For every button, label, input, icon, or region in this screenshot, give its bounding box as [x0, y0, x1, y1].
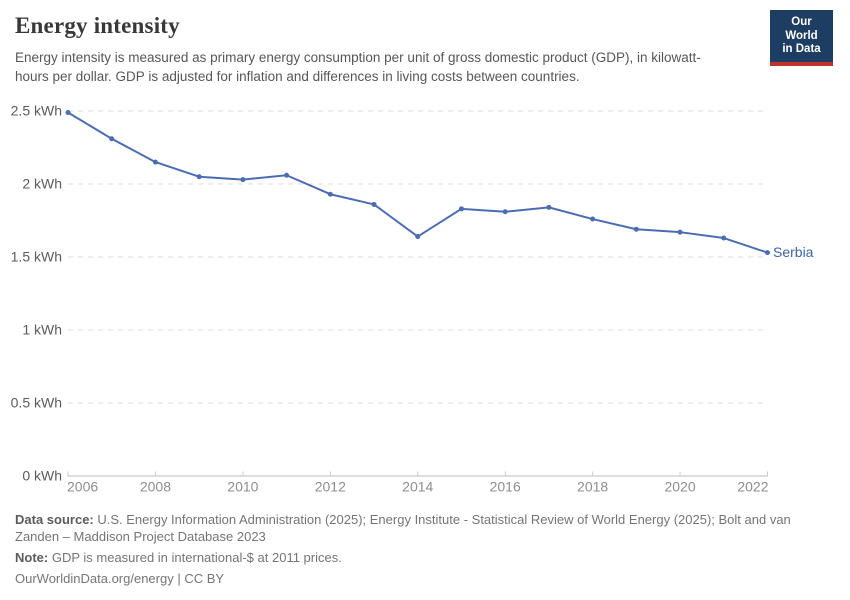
y-axis-tick-label: 0.5 kWh — [11, 395, 62, 411]
data-source-text: U.S. Energy Information Administration (… — [15, 512, 791, 544]
y-axis-tick-label: 0 kWh — [22, 468, 62, 484]
data-point-marker[interactable] — [633, 226, 639, 232]
y-axis-tick-label: 1.5 kWh — [11, 249, 62, 265]
x-axis-tick-label: 2012 — [315, 479, 346, 495]
x-axis-tick-label: 2008 — [140, 479, 171, 495]
series-line — [67, 111, 769, 254]
x-axis-tick-label: 2018 — [577, 479, 608, 495]
note-label: Note: — [15, 550, 49, 565]
data-point-marker[interactable] — [721, 235, 727, 241]
y-axis-tick-label: 1 kWh — [22, 322, 62, 338]
chart-title: Energy intensity — [15, 13, 180, 38]
data-point-marker[interactable] — [152, 159, 158, 165]
data-point-marker[interactable] — [546, 204, 552, 210]
series-end-label: Serbia — [773, 244, 814, 260]
license-line: OurWorldinData.org/energy | CC BY — [15, 571, 225, 586]
x-axis-tick-label: 2022 — [737, 479, 768, 495]
data-source-label: Data source: — [15, 512, 94, 527]
data-point-marker[interactable] — [240, 177, 246, 183]
y-axis-tick-label: 2.5 kWh — [11, 103, 62, 119]
note-line: Note: GDP is measured in international-$… — [15, 549, 821, 566]
data-point-marker[interactable] — [677, 229, 683, 235]
data-source-line: Data source: U.S. Energy Information Adm… — [15, 511, 821, 545]
data-point-marker[interactable] — [765, 250, 770, 256]
data-point-marker[interactable] — [109, 136, 115, 142]
data-point-marker[interactable] — [590, 216, 596, 222]
chart-footer: Data source: U.S. Energy Information Adm… — [15, 511, 821, 591]
x-axis-tick-label: 2020 — [664, 479, 695, 495]
data-point-marker[interactable] — [327, 191, 333, 197]
note-text: GDP is measured in international-$ at 20… — [48, 550, 342, 565]
chart-header: Energy intensity Energy intensity is mea… — [15, 13, 727, 86]
data-point-marker[interactable] — [371, 201, 377, 207]
logo-line-2: in Data — [782, 43, 821, 55]
data-point-marker[interactable] — [196, 174, 202, 180]
data-point-marker[interactable] — [415, 234, 421, 240]
data-point-marker[interactable] — [502, 209, 508, 215]
data-point-marker[interactable] — [458, 206, 464, 212]
chart-subtitle: Energy intensity is measured as primary … — [15, 50, 701, 84]
data-point-marker[interactable] — [65, 109, 71, 115]
logo-line-1: Our World — [785, 16, 818, 42]
x-axis-tick-label: 2010 — [227, 479, 258, 495]
x-axis-tick-label: 2016 — [490, 479, 521, 495]
our-world-in-data-logo: Our World in Data — [770, 10, 833, 66]
data-point-marker[interactable] — [284, 172, 290, 178]
x-axis-tick-label: 2006 — [67, 479, 98, 495]
y-axis-tick-label: 2 kWh — [22, 176, 62, 192]
x-axis-tick-label: 2014 — [402, 479, 433, 495]
